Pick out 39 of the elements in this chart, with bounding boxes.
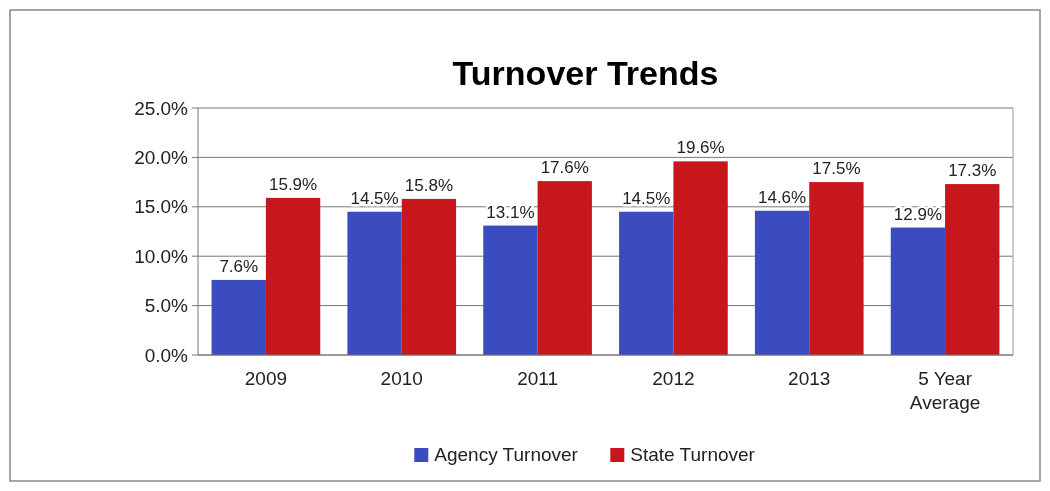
data-label: 17.6% (540, 158, 589, 178)
bar (401, 198, 457, 355)
bar (265, 197, 321, 355)
data-label: 19.6% (676, 138, 725, 158)
data-label: 15.8% (404, 175, 454, 195)
bar (483, 225, 538, 355)
y-tick-label: 20.0% (134, 147, 189, 169)
x-tick-label: 2013 (788, 368, 831, 389)
bar (890, 227, 946, 355)
legend-label: Agency Turnover (434, 444, 579, 465)
bar (537, 181, 592, 355)
bar (754, 210, 810, 355)
y-tick-label: 10.0% (134, 245, 189, 267)
legend-label: State Turnover (630, 444, 756, 465)
data-label: 7.6% (219, 256, 259, 276)
chart-title: Turnover Trends (452, 54, 719, 92)
bar (347, 211, 402, 355)
x-tick-label: 2011 (517, 368, 559, 389)
bar (619, 211, 674, 355)
x-tick-label: 2012 (652, 368, 695, 389)
data-label: 14.5% (622, 188, 671, 208)
y-tick-label: 25.0% (134, 97, 189, 119)
data-label: 15.9% (268, 174, 318, 194)
y-tick-label: 5.0% (144, 295, 189, 317)
bar (945, 184, 1000, 355)
data-label: 12.9% (893, 204, 943, 224)
data-label: 14.6% (757, 187, 807, 207)
bar (673, 161, 728, 355)
y-tick-label: 15.0% (134, 196, 189, 218)
x-tick-label: 2010 (380, 368, 423, 389)
data-label: 17.5% (812, 159, 861, 179)
x-tick-label: 5 Year Average (909, 368, 981, 413)
bar (211, 279, 266, 355)
data-label: 13.1% (486, 202, 535, 222)
y-tick-label: 0.0% (144, 344, 189, 366)
x-tick-label: 2009 (244, 368, 288, 389)
bar (809, 182, 864, 355)
data-label: 14.5% (350, 188, 399, 208)
data-label: 17.3% (948, 161, 997, 181)
